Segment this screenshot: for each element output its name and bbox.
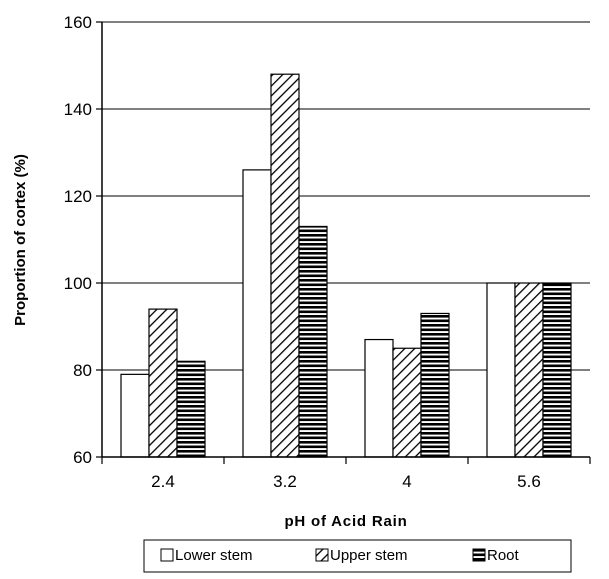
- y-tick-label: 60: [73, 448, 92, 467]
- x-tick-label: 2.4: [151, 472, 175, 491]
- y-tick-label: 100: [64, 274, 92, 293]
- bar: [148, 308, 178, 458]
- x-tick-label: 3.2: [273, 472, 297, 491]
- legend-label-upper-stem: Upper stem: [330, 547, 408, 564]
- legend-swatch-root: [472, 548, 486, 562]
- legend-label-lower-stem: Lower stem: [175, 547, 253, 564]
- legend-swatch-lower-stem: [160, 548, 174, 562]
- legend-swatch-upper-stem: [315, 548, 329, 562]
- bars: [120, 73, 572, 458]
- x-axis-title: pH of Acid Rain: [284, 513, 407, 530]
- y-tick-label: 140: [64, 100, 92, 119]
- bar: [392, 347, 422, 458]
- x-tick-label: 5.6: [517, 472, 541, 491]
- y-tick-label: 80: [73, 361, 92, 380]
- bar: [120, 373, 150, 458]
- bar: [420, 312, 450, 458]
- ticks: 60 80 100 120 140 160 2.4 3.2 4 5.6: [64, 13, 591, 491]
- bar: [176, 360, 206, 458]
- bar: [270, 73, 300, 458]
- bar: [542, 282, 572, 458]
- y-tick-label: 120: [64, 187, 92, 206]
- bar: [364, 338, 394, 458]
- legend: Lower stem Upper stem Root: [143, 539, 572, 573]
- x-tick-label: 4: [402, 472, 411, 491]
- bar: [514, 282, 544, 458]
- bar: [298, 225, 328, 458]
- legend-label-root: Root: [487, 547, 520, 564]
- legend-box: [143, 539, 572, 573]
- y-tick-label: 160: [64, 13, 92, 32]
- y-axis-title: Proportion of cortex (%): [12, 154, 29, 326]
- bar: [486, 282, 516, 458]
- bar: [242, 169, 272, 458]
